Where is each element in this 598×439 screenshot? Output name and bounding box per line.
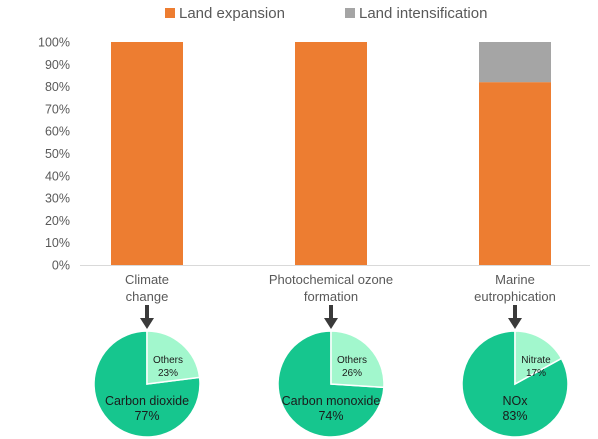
y-tick-label: 100% xyxy=(38,36,70,50)
pie-slice xyxy=(330,330,385,389)
down-arrow-icon xyxy=(508,305,522,329)
bar-segment xyxy=(479,82,551,265)
pie-label-minor: 17% xyxy=(526,368,546,379)
pie-label-minor: Others xyxy=(337,355,367,366)
bar-segment xyxy=(479,42,551,83)
y-tick-label: 60% xyxy=(45,125,70,139)
x-tick-label: Climate xyxy=(125,272,169,287)
pie-label-major: 77% xyxy=(134,409,159,423)
y-tick-label: 10% xyxy=(45,236,70,250)
pie-label-major: Carbon monoxide xyxy=(282,394,381,408)
legend-swatch-1 xyxy=(165,8,175,18)
pie-label-major: 83% xyxy=(502,409,527,423)
x-tick-label: Marine xyxy=(495,272,535,287)
x-tick-label: eutrophication xyxy=(474,289,556,304)
legend-label-2: Land intensification xyxy=(359,5,487,22)
y-tick-label: 40% xyxy=(45,169,70,183)
y-tick-label: 30% xyxy=(45,192,70,206)
bar-segment xyxy=(111,42,183,265)
y-axis: 0% 10% 20% 30% 40% 50% 60% 70% 80% 90% 100% xyxy=(38,36,70,273)
pie-label-minor: 23% xyxy=(158,368,178,379)
x-tick-label: formation xyxy=(304,289,358,304)
arrows xyxy=(140,305,522,329)
x-axis: Climate change Photochemical ozone formatio… xyxy=(80,265,590,304)
pie-label-major: 74% xyxy=(318,409,343,423)
legend-label-1: Land expansion xyxy=(179,5,285,22)
y-tick-label: 70% xyxy=(45,102,70,116)
pie-label-minor: 26% xyxy=(342,368,362,379)
x-tick-label: change xyxy=(126,289,169,304)
pie-label-minor: Others xyxy=(153,355,183,366)
y-tick-label: 90% xyxy=(45,58,70,72)
y-tick-label: 0% xyxy=(52,259,70,273)
y-tick-label: 80% xyxy=(45,80,70,94)
pie-label-minor: Nitrate xyxy=(521,355,551,366)
bars xyxy=(111,42,551,265)
x-tick-label: Photochemical ozone xyxy=(269,272,393,287)
down-arrow-icon xyxy=(140,305,154,329)
down-arrow-icon xyxy=(324,305,338,329)
y-tick-label: 50% xyxy=(45,147,70,161)
pie-slice xyxy=(514,330,563,386)
pie-slice xyxy=(146,330,201,385)
legend-swatch-2 xyxy=(345,8,355,18)
pie-label-major: Carbon dioxide xyxy=(105,394,189,408)
pie-label-major: NOx xyxy=(503,394,529,408)
y-tick-label: 20% xyxy=(45,214,70,228)
bar-segment xyxy=(295,42,367,265)
legend: Land expansion Land intensification xyxy=(165,5,487,22)
